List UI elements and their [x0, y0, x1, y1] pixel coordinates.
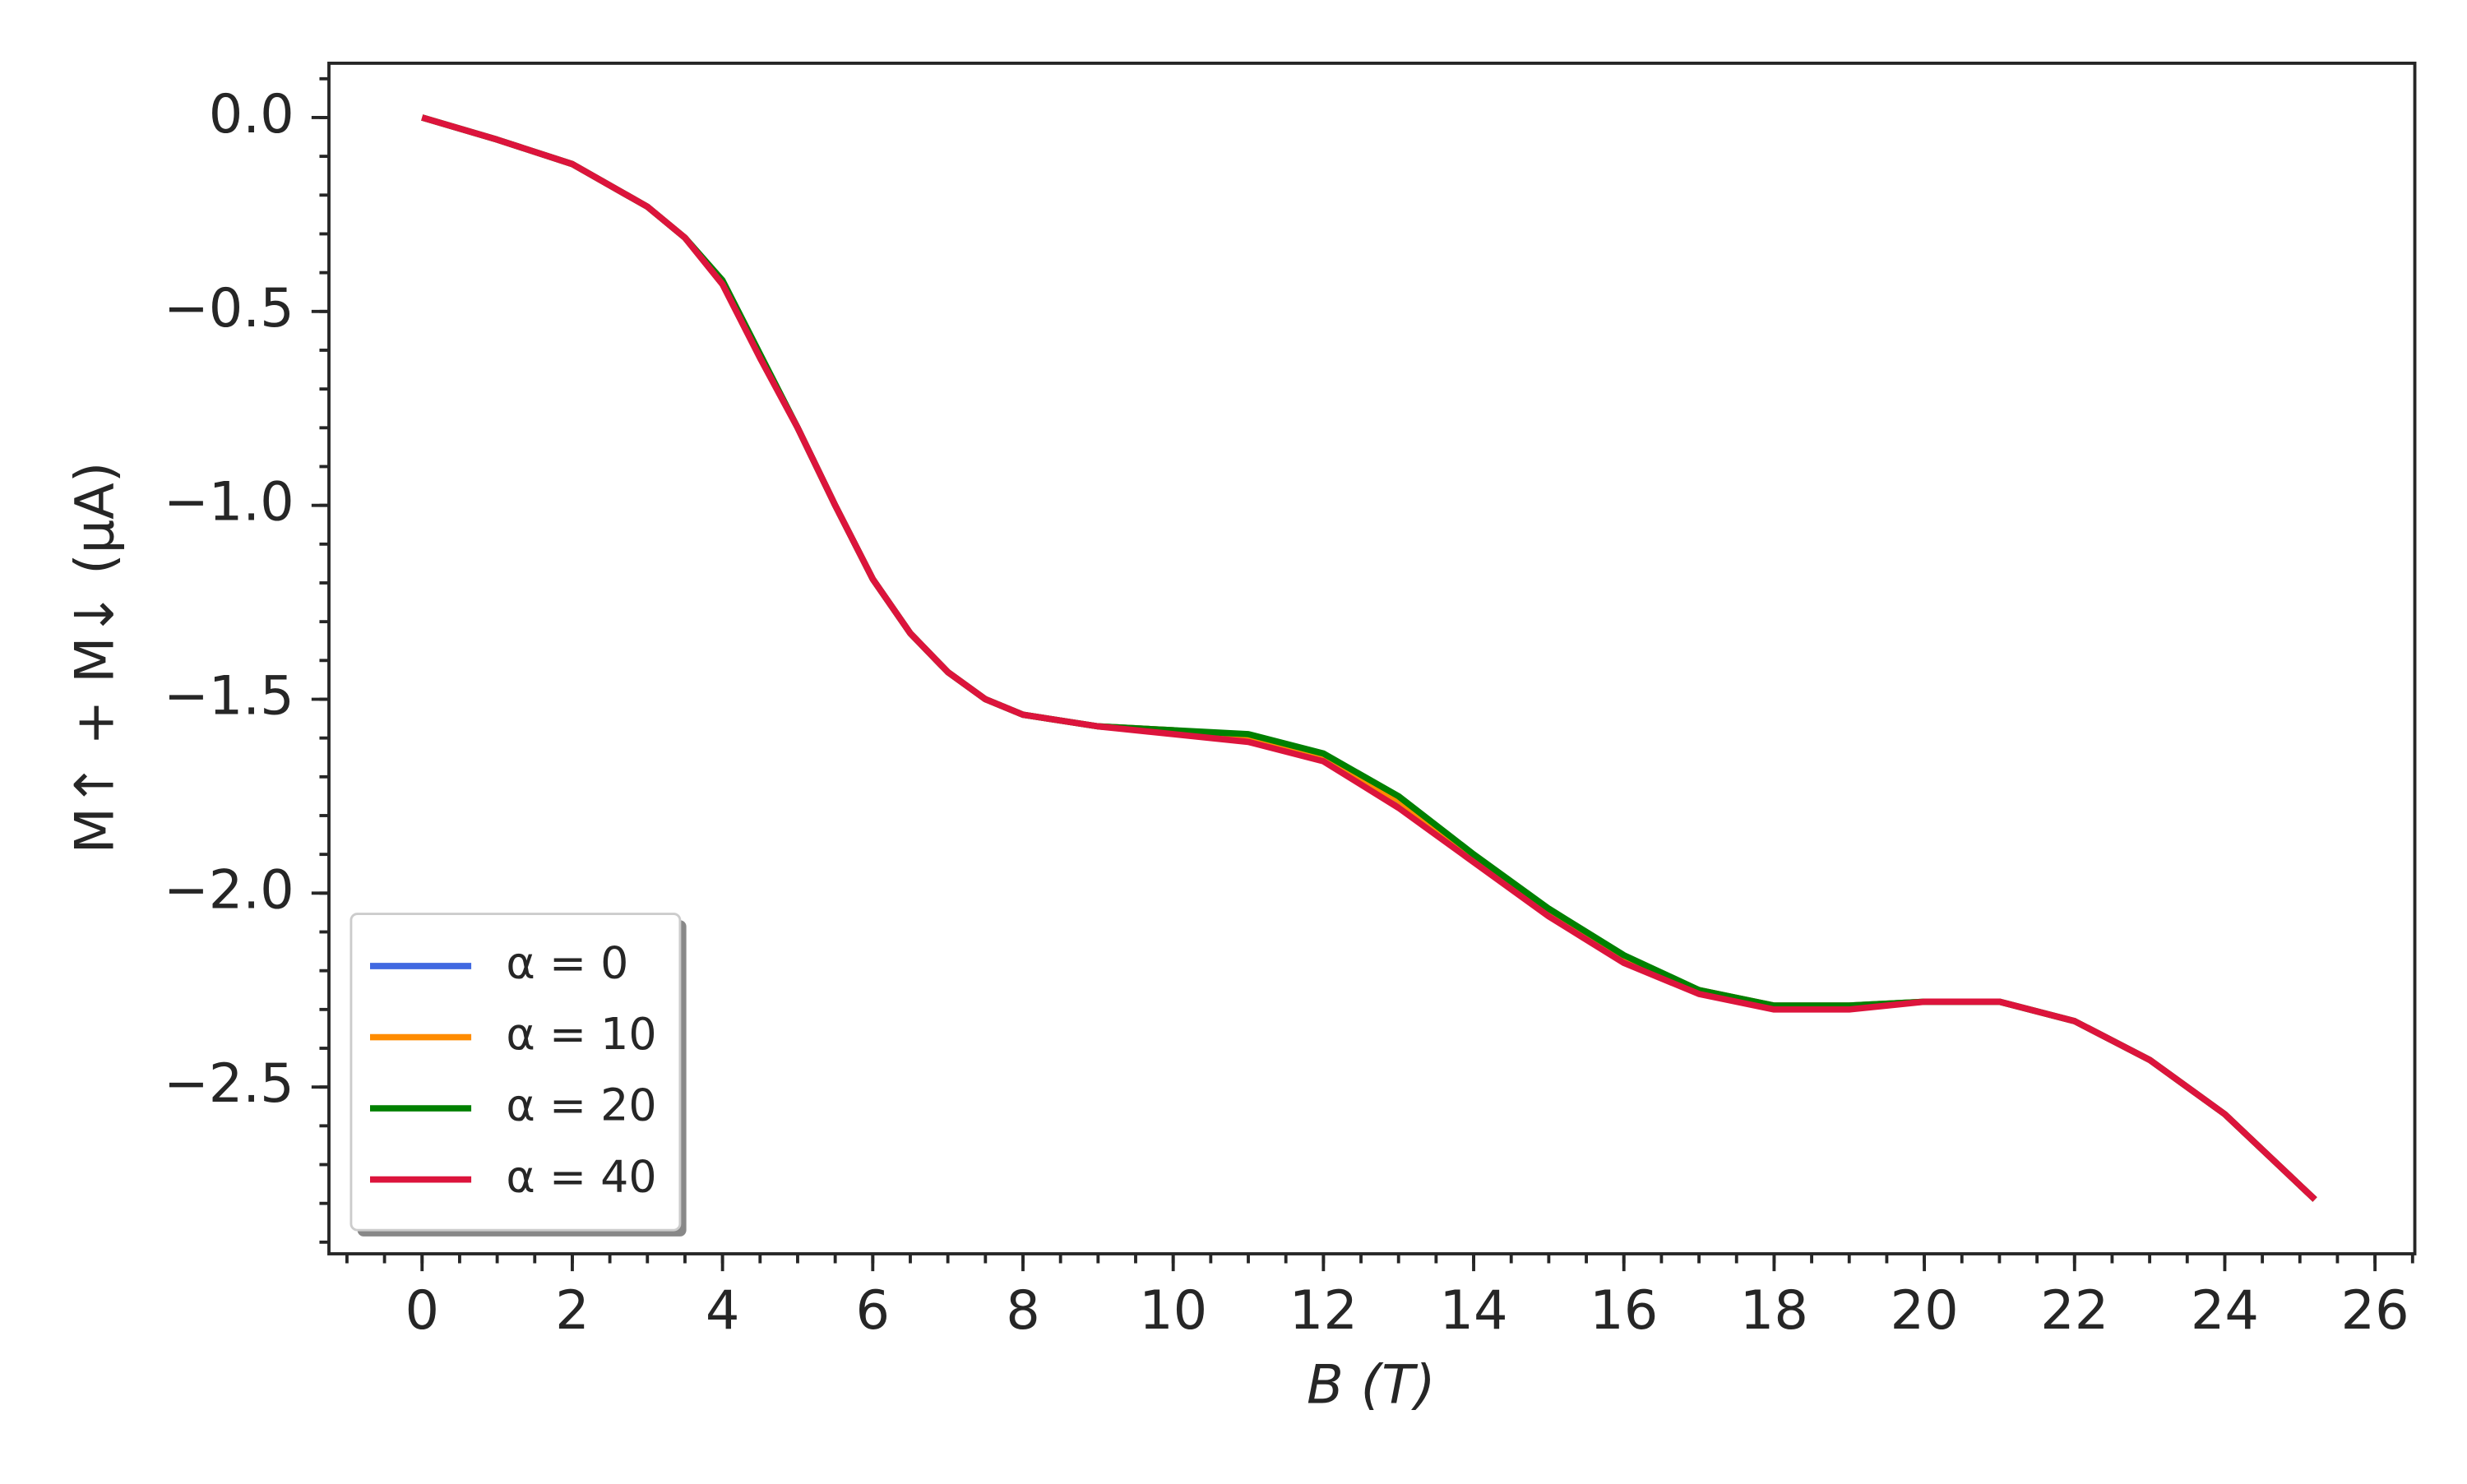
x-tick-label: 6	[856, 1279, 891, 1342]
series-line	[421, 114, 2317, 1202]
x-tick-label: 8	[1006, 1279, 1040, 1342]
legend: α = 0 α = 10 α = 20 α = 40	[349, 913, 687, 1237]
x-tick-label: 10	[1139, 1279, 1207, 1342]
x-tick-label: 26	[2341, 1279, 2409, 1342]
legend-label: α = 20	[506, 1079, 656, 1131]
y-tick-label: −1.5	[164, 665, 294, 728]
y-axis-label: M↑ + M↓ (μA)	[63, 462, 126, 854]
y-tick-label: 0.0	[209, 83, 294, 146]
y-tick-label: −2.0	[164, 858, 294, 921]
x-axis-label: B (T)	[1307, 1354, 1436, 1417]
x-tick-label: 2	[555, 1279, 590, 1342]
series-line	[421, 114, 2317, 1202]
series-line	[421, 114, 2317, 1202]
x-tick-label: 12	[1289, 1279, 1358, 1342]
x-tick-label: 0	[405, 1279, 439, 1342]
x-tick-label: 16	[1590, 1279, 1658, 1342]
x-tick-label: 14	[1439, 1279, 1507, 1342]
series-line	[421, 114, 2317, 1202]
legend-label: α = 40	[506, 1150, 656, 1202]
x-tick-label: 24	[2191, 1279, 2259, 1342]
legend-box	[349, 913, 682, 1232]
x-tick-label: 20	[1890, 1279, 1958, 1342]
x-tick-label: 22	[2040, 1279, 2108, 1342]
x-tick-label: 4	[706, 1279, 740, 1342]
x-tick-label: 18	[1740, 1279, 1808, 1342]
legend-label: α = 0	[506, 937, 628, 989]
y-tick-label: −1.0	[164, 471, 294, 534]
y-tick-label: −2.5	[164, 1052, 294, 1115]
plot-frame	[327, 62, 2417, 1255]
y-tick-label: −0.5	[164, 277, 294, 340]
legend-label: α = 10	[506, 1008, 656, 1060]
